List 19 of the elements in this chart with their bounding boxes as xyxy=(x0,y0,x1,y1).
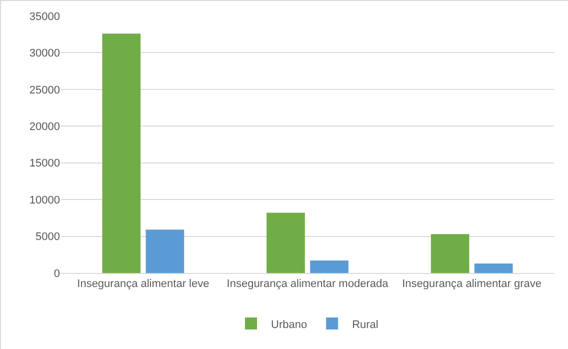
y-tick-label: 35000 xyxy=(29,10,60,23)
bar xyxy=(102,34,141,273)
x-tick-label: Insegurança alimentar moderada xyxy=(226,278,390,290)
bar xyxy=(474,263,513,273)
y-tick-label: 5000 xyxy=(36,231,60,244)
bar xyxy=(310,260,348,273)
y-tick-label: 20000 xyxy=(29,120,60,133)
y-tick-label: 30000 xyxy=(29,48,60,60)
y-tick-label: 15000 xyxy=(29,158,60,170)
x-tick-label: Insegurança alimentar grave xyxy=(402,278,542,290)
bar xyxy=(146,230,184,273)
bar xyxy=(430,234,470,273)
bar xyxy=(266,212,305,273)
y-tick-label: 25000 xyxy=(29,84,60,96)
legend-label: Rural xyxy=(352,318,378,331)
x-tick-label: Insegurança alimentar leve xyxy=(77,278,210,290)
y-tick-label: 0 xyxy=(54,268,60,280)
legend-label: Urbano xyxy=(271,318,308,331)
y-tick-label: 10000 xyxy=(29,194,60,206)
